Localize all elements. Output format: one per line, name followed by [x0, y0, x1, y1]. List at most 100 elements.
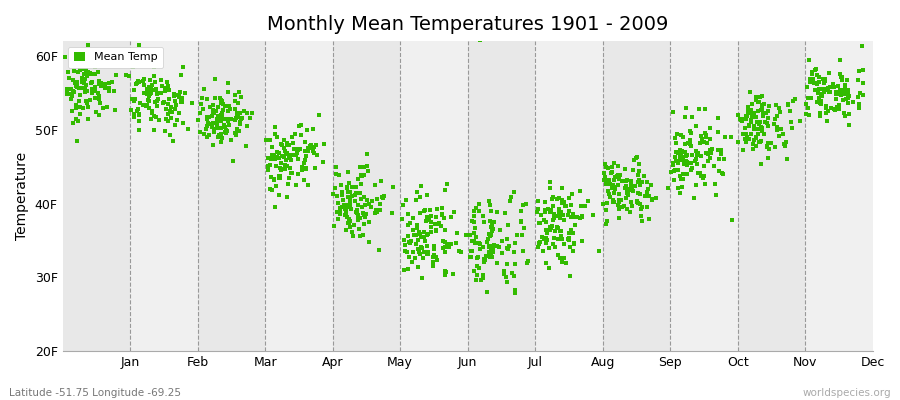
Point: [208, 76, 222, 82]
Point: [754, 102, 769, 109]
Point: [745, 114, 760, 120]
Point: [277, 162, 292, 168]
Point: [77, 89, 92, 95]
Point: [608, 199, 622, 205]
Point: [464, 248, 479, 254]
Point: [206, 106, 220, 113]
Point: [79, 82, 94, 88]
Point: [338, 206, 353, 212]
Point: [674, 176, 688, 183]
Point: [600, 188, 615, 194]
Point: [84, 80, 98, 86]
Point: [661, 185, 675, 191]
Point: [557, 217, 572, 223]
Point: [341, 169, 356, 176]
Point: [452, 248, 466, 254]
Point: [79, 98, 94, 104]
Point: [818, 77, 832, 84]
Point: [574, 212, 589, 219]
Point: [670, 140, 684, 146]
Point: [428, 243, 442, 249]
Point: [834, 91, 849, 97]
Point: [679, 104, 693, 111]
Point: [398, 242, 412, 248]
Point: [218, 102, 232, 109]
Point: [284, 170, 298, 176]
Point: [554, 235, 569, 242]
Point: [224, 137, 238, 143]
Point: [268, 163, 283, 170]
Point: [736, 147, 751, 153]
Point: [751, 131, 765, 137]
Point: [67, 88, 81, 95]
Point: [207, 110, 221, 117]
Point: [211, 125, 225, 131]
Point: [435, 211, 449, 217]
Point: [214, 135, 229, 142]
Point: [307, 144, 321, 150]
Point: [58, 53, 72, 60]
Point: [753, 138, 768, 144]
Point: [518, 201, 533, 208]
Point: [335, 190, 349, 196]
Point: [92, 81, 106, 88]
Point: [468, 224, 482, 231]
Point: [631, 172, 645, 178]
Point: [210, 121, 224, 128]
Point: [278, 148, 293, 154]
Point: [91, 69, 105, 76]
Point: [154, 90, 168, 96]
Point: [832, 91, 846, 97]
Point: [213, 95, 228, 101]
Point: [438, 272, 453, 278]
Point: [131, 42, 146, 49]
Point: [673, 149, 688, 155]
Point: [216, 100, 230, 107]
Point: [332, 211, 347, 218]
Point: [454, 249, 469, 256]
Point: [91, 90, 105, 96]
Point: [761, 108, 776, 114]
Point: [756, 110, 770, 116]
Point: [754, 128, 769, 134]
Point: [127, 98, 141, 104]
Point: [516, 248, 530, 254]
Point: [66, 88, 80, 94]
Point: [275, 142, 290, 149]
Point: [355, 173, 369, 179]
Point: [210, 122, 224, 128]
Point: [339, 209, 354, 215]
Point: [69, 102, 84, 108]
Point: [70, 79, 85, 85]
Point: [69, 62, 84, 68]
Point: [550, 213, 564, 219]
Point: [483, 250, 498, 256]
Point: [76, 71, 91, 78]
Point: [633, 182, 647, 188]
Point: [202, 114, 216, 120]
Point: [219, 130, 233, 136]
Point: [612, 215, 626, 222]
Point: [717, 134, 732, 140]
Point: [853, 90, 868, 96]
Point: [669, 157, 683, 164]
Point: [738, 136, 752, 142]
Point: [551, 252, 565, 258]
Point: [432, 219, 446, 226]
Point: [128, 96, 142, 102]
Point: [136, 102, 150, 108]
Point: [142, 98, 157, 104]
Point: [562, 208, 576, 214]
Point: [676, 171, 690, 177]
Point: [90, 94, 104, 101]
Point: [552, 206, 566, 212]
Point: [214, 114, 229, 121]
Point: [211, 104, 225, 110]
Point: [473, 37, 488, 44]
Point: [621, 187, 635, 193]
Point: [838, 82, 852, 88]
Point: [348, 192, 363, 198]
Point: [741, 108, 755, 115]
Point: [124, 96, 139, 103]
Point: [711, 114, 725, 121]
